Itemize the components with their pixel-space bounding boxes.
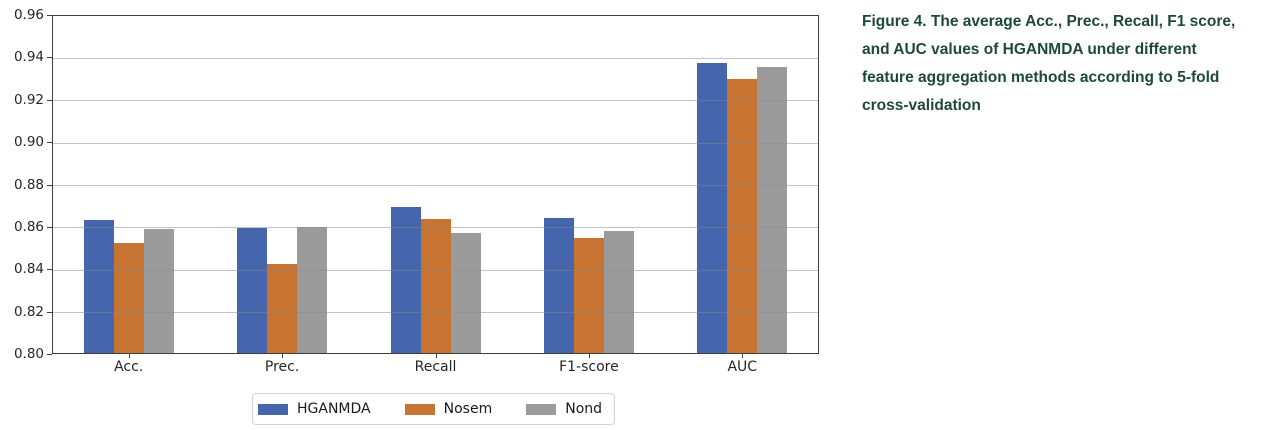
bar-hganmda-auc [697, 63, 728, 353]
y-tick-label-0.88: 0.88 [13, 176, 44, 193]
bar-chart: 0.80 0.82 0.84 0.86 0.88 0.90 0.92 0.94 0.96 Acc… [13, 7, 819, 425]
caption-line: feature aggregation methods according to… [862, 69, 1220, 86]
y-tick-mark [47, 142, 52, 144]
legend-swatch-nond [526, 403, 557, 415]
x-tick-mark [588, 354, 590, 358]
chart-legend: HGANMDA Nosem Nond [252, 393, 616, 425]
caption-line: and AUC values of HGANMDA under differen… [862, 41, 1197, 58]
bar-nond-acc [143, 229, 174, 353]
x-tick-label-auc: AUC [727, 359, 758, 375]
y-tick-label-0.82: 0.82 [13, 303, 44, 320]
gridline-0.86 [53, 227, 818, 229]
bar-nosem-auc [727, 79, 758, 353]
legend-swatch-hganmda [258, 403, 288, 415]
y-tick-label-0.94: 0.94 [13, 49, 44, 66]
x-tick-mark [282, 354, 284, 358]
legend-label-nond: Nond [565, 401, 603, 417]
gridline-0.88 [53, 185, 818, 186]
legend-label-nosem: Nosem [443, 401, 493, 417]
y-tick-mark [47, 99, 52, 101]
bar-nosem-prec [267, 263, 298, 353]
y-tick-mark [47, 269, 52, 271]
legend-label-hganmda: HGANMDA [297, 401, 371, 417]
y-tick-label-0.84: 0.84 [13, 261, 44, 278]
plot-area [52, 15, 819, 354]
y-tick-mark [47, 226, 52, 228]
bar-hganmda-f1-score [543, 217, 574, 353]
bar-nond-auc [757, 67, 788, 353]
caption-line: Figure 4. The average Acc., Prec., Recal… [862, 13, 1236, 30]
y-tick-label-0.92: 0.92 [13, 91, 44, 108]
bar-nond-prec [297, 226, 328, 353]
x-tick-label-recall: Recall [414, 359, 457, 375]
figure-caption: Figure 4. The average Acc., Prec., Recal… [862, 8, 1284, 120]
legend-item-nond: Nond [526, 401, 602, 417]
y-tick-label-0.80: 0.80 [13, 346, 44, 362]
legend-item-hganmda: HGANMDA [258, 401, 371, 417]
legend-swatch-nosem [404, 403, 435, 415]
gridline-0.82 [53, 312, 818, 314]
y-tick-label-0.86: 0.86 [13, 218, 44, 235]
bar-nosem-recall [420, 218, 451, 353]
y-tick-label-0.90: 0.90 [13, 134, 44, 151]
y-tick-mark [47, 15, 52, 16]
bar-hganmda-prec [237, 227, 268, 353]
x-tick-label-f1-score: F1-score [559, 359, 619, 375]
bar-nosem-acc [113, 243, 144, 353]
bar-nond-recall [450, 233, 481, 353]
gridline-0.92 [53, 100, 818, 102]
x-tick-label-prec: Prec. [264, 359, 300, 375]
y-tick-mark [47, 354, 52, 355]
bar-nosem-f1-score [573, 238, 604, 353]
caption-line: cross-validation [862, 97, 981, 114]
gridline-0.90 [53, 142, 818, 144]
gridline-0.94 [53, 57, 818, 59]
x-tick-mark [128, 354, 130, 358]
bar-hganmda-recall [390, 207, 421, 353]
gridline-0.84 [53, 269, 818, 271]
legend-item-nosem: Nosem [404, 401, 493, 417]
y-tick-mark [47, 184, 52, 186]
y-tick-mark [47, 57, 52, 59]
x-tick-mark [742, 354, 744, 358]
y-tick-label-0.96: 0.96 [13, 7, 44, 23]
x-tick-mark [435, 354, 437, 358]
x-tick-label-acc: Acc. [114, 359, 144, 375]
bar-nond-f1-score [603, 230, 634, 353]
bar-hganmda-acc [83, 220, 114, 353]
y-tick-mark [47, 311, 52, 313]
